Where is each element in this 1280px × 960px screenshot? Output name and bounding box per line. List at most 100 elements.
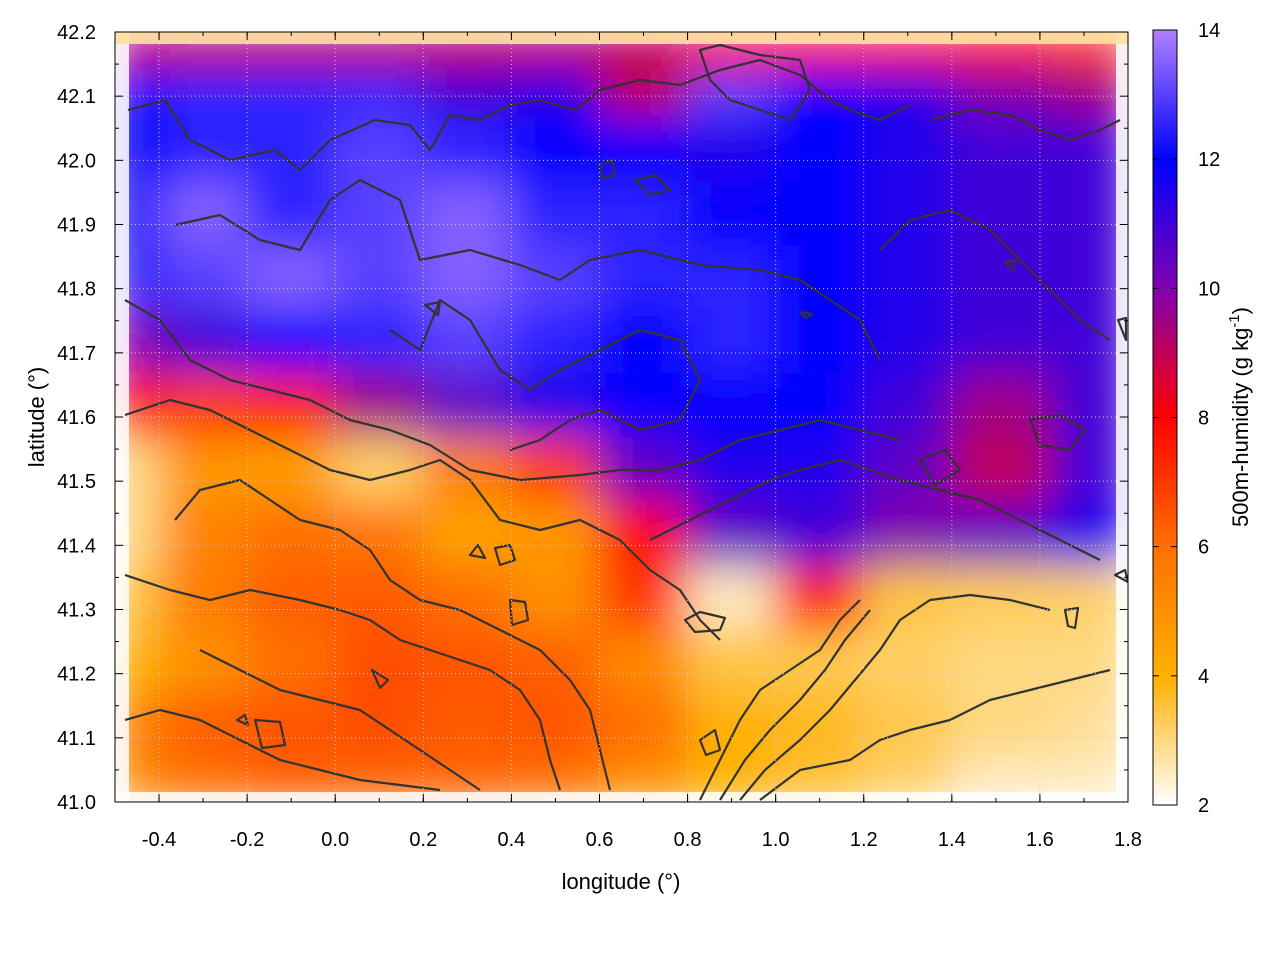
x-tick-label: 1.6 (1026, 829, 1054, 851)
heatmap-cell (686, 627, 777, 694)
heatmap-cell (950, 627, 1055, 694)
heatmap-cell (950, 306, 1055, 374)
heatmap-cell (422, 66, 513, 117)
heatmap-cell (334, 66, 425, 117)
colorbar-tick-label: 14 (1198, 20, 1220, 42)
x-tick-label: 0.2 (409, 829, 437, 851)
heatmap-cell (598, 499, 689, 566)
heatmap-cell (162, 563, 249, 630)
heatmap-cell (950, 435, 1055, 502)
heatmap-cell (1052, 242, 1128, 309)
heatmap-cell (686, 114, 777, 181)
heatmap-cell (246, 691, 337, 759)
heatmap-cell (950, 66, 1055, 117)
heatmap-cell (1052, 306, 1128, 374)
heatmap-cell (950, 242, 1055, 309)
y-tick-label: 41.7 (57, 343, 96, 365)
y-tick-label: 41.6 (57, 407, 96, 429)
heatmap-cell (246, 435, 337, 502)
x-tick-label: 1.0 (762, 829, 790, 851)
heatmap-cell (950, 114, 1055, 181)
heatmap-cell (334, 691, 425, 759)
y-tick-label: 42.2 (57, 22, 96, 44)
heatmap-cell (246, 563, 337, 630)
y-tick-label: 41.9 (57, 215, 96, 237)
heatmap-cell (1052, 435, 1128, 502)
heatmap-cell (422, 306, 513, 374)
heatmap-cell (510, 178, 601, 245)
heatmap-cell (246, 371, 337, 438)
heatmap-cell (510, 691, 601, 759)
heatmap-cell (334, 563, 425, 630)
heatmap-cell (162, 627, 249, 694)
heatmap-cell (686, 242, 777, 309)
heatmap-cell (862, 66, 953, 117)
heatmap-cell (334, 306, 425, 374)
heatmap-cell (422, 499, 513, 566)
heatmap-cell (598, 371, 689, 438)
heatmap-cell (162, 242, 249, 309)
heatmap-cell (1052, 371, 1128, 438)
heatmap-cell (510, 242, 601, 309)
heatmap-cell (862, 306, 953, 374)
y-tick-label: 41.1 (57, 728, 96, 750)
heatmap-cell (1052, 66, 1128, 117)
heatmap-cell (774, 114, 865, 181)
heatmap-cell (422, 627, 513, 694)
y-tick-label: 42.1 (57, 86, 96, 108)
x-tick-label: 1.2 (850, 829, 878, 851)
colorbar-tick-label: 4 (1198, 666, 1209, 688)
heatmap-cell (422, 114, 513, 181)
heatmap-cell (510, 627, 601, 694)
heatmap-cell (246, 242, 337, 309)
heatmap-cell (862, 114, 953, 181)
colorbar-tick-label: 8 (1198, 408, 1209, 430)
heatmap-cell (686, 691, 777, 759)
heatmap-cell (422, 178, 513, 245)
heatmap-cell (686, 178, 777, 245)
colorbar-label: 500m-humidity (g kg-1) (1226, 307, 1253, 527)
x-tick-label: -0.2 (230, 829, 264, 851)
colorbar: 2 4 6 8 10 12 14 500m-humidity (g kg-1) (1152, 20, 1253, 817)
heatmap-cell (162, 178, 249, 245)
heatmap-cell (422, 563, 513, 630)
heatmap-cell (1052, 114, 1128, 181)
heatmap-cell (1052, 627, 1128, 694)
heatmap-cell (510, 371, 601, 438)
y-tick-label: 41.4 (57, 535, 96, 557)
heatmap-cell (510, 499, 601, 566)
y-tick-label: 41.8 (57, 279, 96, 301)
heatmap-cell (686, 66, 777, 117)
heatmap-cell (162, 499, 249, 566)
heatmap-cell (1052, 178, 1128, 245)
heatmap-cell (862, 563, 953, 630)
heatmap-cell (334, 242, 425, 309)
heatmap-cell (246, 178, 337, 245)
heatmap-cell (598, 563, 689, 630)
contour-lines (124, 43, 1128, 801)
heatmap-cell (598, 435, 689, 502)
heatmap-cell (774, 627, 865, 694)
x-axis-label: longitude (°) (562, 869, 681, 894)
heatmap-cell (162, 306, 249, 374)
colorbar-tick-label: 12 (1198, 149, 1220, 171)
x-tick-label: 1.8 (1114, 829, 1142, 851)
y-tick-label: 42.0 (57, 150, 96, 172)
heatmap-cell (334, 499, 425, 566)
heatmap-cell (246, 627, 337, 694)
y-tick-label: 41.2 (57, 664, 96, 686)
x-tick-label: 0.4 (497, 829, 525, 851)
heatmap-cell (774, 371, 865, 438)
heatmap-cell (246, 66, 337, 117)
heatmap-cell (862, 371, 953, 438)
heatmap-cell (162, 371, 249, 438)
heatmap-cell (1052, 691, 1128, 759)
heatmap-cell (950, 371, 1055, 438)
heatmap-cell (950, 563, 1055, 630)
heatmap-cell (862, 627, 953, 694)
heatmap-cell (162, 691, 249, 759)
heatmap-cell (334, 627, 425, 694)
heatmap-cell (598, 306, 689, 374)
y-tick-label: 41.5 (57, 471, 96, 493)
